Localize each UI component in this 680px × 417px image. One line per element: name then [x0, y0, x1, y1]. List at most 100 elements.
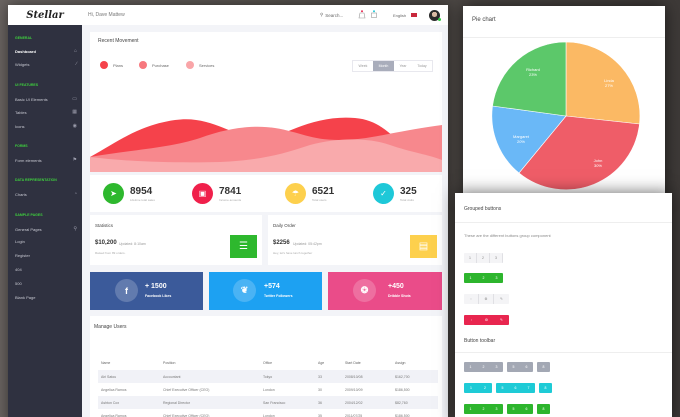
column-header[interactable]: Age — [318, 361, 325, 365]
rocket-icon: ➤ — [103, 183, 124, 204]
twitter-tile[interactable]: ❦ +574 Twitter Followers — [209, 272, 322, 310]
sidebar-item-widgets[interactable]: Widgets ∕ — [15, 61, 77, 67]
sidebar-item-label: Login — [15, 239, 25, 244]
sidebar-item-tables[interactable]: Tables ▦ — [15, 109, 77, 115]
search-icon: ⚲ — [73, 226, 77, 232]
button-7[interactable]: 7 — [522, 383, 535, 393]
twitter-icon: ❦ — [233, 279, 256, 302]
button-1[interactable]: 1 — [464, 362, 477, 372]
layers-icon[interactable]: ☰ — [230, 235, 257, 258]
button-6[interactable]: 6 — [520, 404, 533, 414]
search-box[interactable]: ⚲ Search... — [320, 12, 343, 18]
table-row[interactable]: Airi Satou Accountant Tokyo 33 2008/10/0… — [98, 370, 438, 383]
notification-icon[interactable] — [358, 10, 366, 19]
column-header[interactable]: Name — [101, 361, 111, 365]
column-header[interactable]: Position — [163, 361, 176, 365]
flag-icon[interactable] — [411, 13, 417, 17]
button-5[interactable]: 5 — [496, 383, 509, 393]
logo[interactable]: Stellar — [26, 9, 64, 21]
column-header[interactable]: Start Date — [345, 361, 361, 365]
cell-age: 33 — [315, 370, 342, 383]
period-month[interactable]: Month — [373, 61, 394, 71]
message-icon[interactable] — [370, 10, 378, 19]
cell-age: 36 — [315, 396, 342, 409]
sidebar-item-login[interactable]: Login — [15, 239, 77, 244]
sidebar-item-form-elements[interactable]: Form elements ⚑ — [15, 157, 77, 163]
sidebar-item-label: Blank Page — [15, 295, 36, 300]
button-2[interactable]: 2 — [477, 253, 490, 263]
kpi-value: 8954 — [130, 186, 153, 197]
edit-icon[interactable]: ✎ — [494, 315, 509, 325]
button-1[interactable]: 1 — [464, 383, 478, 393]
button-1[interactable]: 1 — [464, 404, 477, 414]
table-row[interactable]: Ashton Cox Regional Director San Francis… — [98, 396, 438, 409]
cell-start-date: 2011/07/25 — [345, 413, 363, 417]
sidebar-item-general-pages[interactable]: General Pages ⚲ — [15, 226, 77, 232]
button-8[interactable]: 8 — [539, 383, 552, 393]
cell-position: Regional Director — [160, 396, 260, 409]
sidebar-item-basic-ui[interactable]: Basic UI Elements ▭ — [15, 96, 77, 102]
greeting: Hi, Dave Mattew — [88, 12, 125, 18]
kpi-value: 7841 — [219, 186, 242, 197]
twitter-label: Twitter Followers — [264, 294, 293, 298]
facebook-value: + 1500 — [145, 283, 167, 290]
button-2[interactable]: 2 — [478, 383, 492, 393]
sidebar-item-label: Charts — [15, 191, 27, 197]
wallet-icon[interactable]: ▤ — [410, 235, 437, 258]
kpi-label: Lifetime total sales — [130, 198, 155, 202]
dribbble-icon: ❂ — [353, 279, 376, 302]
kpi-value: 325 — [400, 186, 417, 197]
period-week[interactable]: Week — [358, 64, 368, 68]
button-3[interactable]: 3 — [490, 273, 503, 283]
button-2[interactable]: 2 — [477, 362, 490, 372]
table-row[interactable]: Angelica Ramos Chief Executive Officer (… — [98, 409, 438, 417]
button-2[interactable]: 2 — [477, 404, 490, 414]
button-8[interactable]: 8 — [537, 404, 550, 414]
facebook-label: Facebook Likes — [145, 294, 172, 298]
user-avatar[interactable] — [429, 10, 440, 21]
button-3[interactable]: 3 — [490, 362, 503, 372]
button-8[interactable]: 8 — [537, 362, 550, 372]
dribbble-tile[interactable]: ❂ +450 Dribble Shots — [328, 272, 442, 310]
button-5[interactable]: 5 — [507, 362, 520, 372]
inbox-icon[interactable]: ▫ — [464, 294, 479, 304]
language-selector[interactable]: English — [393, 13, 407, 18]
settings-icon[interactable]: ⚙ — [479, 294, 494, 304]
sidebar-item-dashboard[interactable]: Dashboard ⌂ — [15, 48, 77, 54]
grouped-buttons-card: Grouped buttons These are the different … — [455, 193, 672, 417]
sidebar-item-icons[interactable]: Icons ◉ — [15, 123, 77, 129]
period-year[interactable]: Year — [399, 64, 407, 68]
svg-text:27%: 27% — [605, 83, 613, 88]
column-header[interactable]: Office — [263, 361, 273, 365]
cell-office: London — [263, 413, 275, 417]
kpi-label: Total users — [312, 198, 327, 202]
sidebar-item-500[interactable]: 500 — [15, 281, 77, 286]
button-group-green: 1 2 3 — [464, 273, 503, 283]
edit-icon[interactable]: ✎ — [494, 294, 509, 304]
period-today[interactable]: Today — [417, 64, 427, 68]
button-3[interactable]: 3 — [490, 253, 503, 263]
inbox-icon[interactable]: ▫ — [464, 315, 479, 325]
toolbar-gray: 1 2 3 5 6 8 — [464, 362, 550, 372]
sidebar-item-charts[interactable]: Charts ◔ — [15, 191, 77, 197]
sidebar-item-404[interactable]: 404 — [15, 267, 77, 272]
table-row[interactable]: Angelica Ramos Chief Executive Officer (… — [98, 383, 438, 396]
cell-assign: $186,500 — [395, 387, 410, 392]
button-3[interactable]: 3 — [490, 404, 503, 414]
button-6[interactable]: 6 — [520, 362, 533, 372]
cell-position: Accountant — [160, 370, 260, 383]
button-5[interactable]: 5 — [507, 404, 520, 414]
settings-icon[interactable]: ⚙ — [479, 315, 494, 325]
sidebar-item-blank-page[interactable]: Blank Page — [15, 295, 77, 300]
flag-icon: ⚑ — [72, 157, 77, 163]
button-2[interactable]: 2 — [477, 273, 490, 283]
sidebar-item-register[interactable]: Register — [15, 253, 77, 258]
column-header[interactable]: Assign — [395, 361, 406, 365]
button-1[interactable]: 1 — [464, 273, 477, 283]
svg-text:20%: 20% — [517, 139, 525, 144]
button-1[interactable]: 1 — [464, 253, 477, 263]
statistics-value: $10,200 — [95, 240, 117, 246]
button-6[interactable]: 6 — [509, 383, 522, 393]
facebook-tile[interactable]: f + 1500 Facebook Likes — [90, 272, 203, 310]
sidebar-item-label: Dashboard — [15, 48, 36, 54]
